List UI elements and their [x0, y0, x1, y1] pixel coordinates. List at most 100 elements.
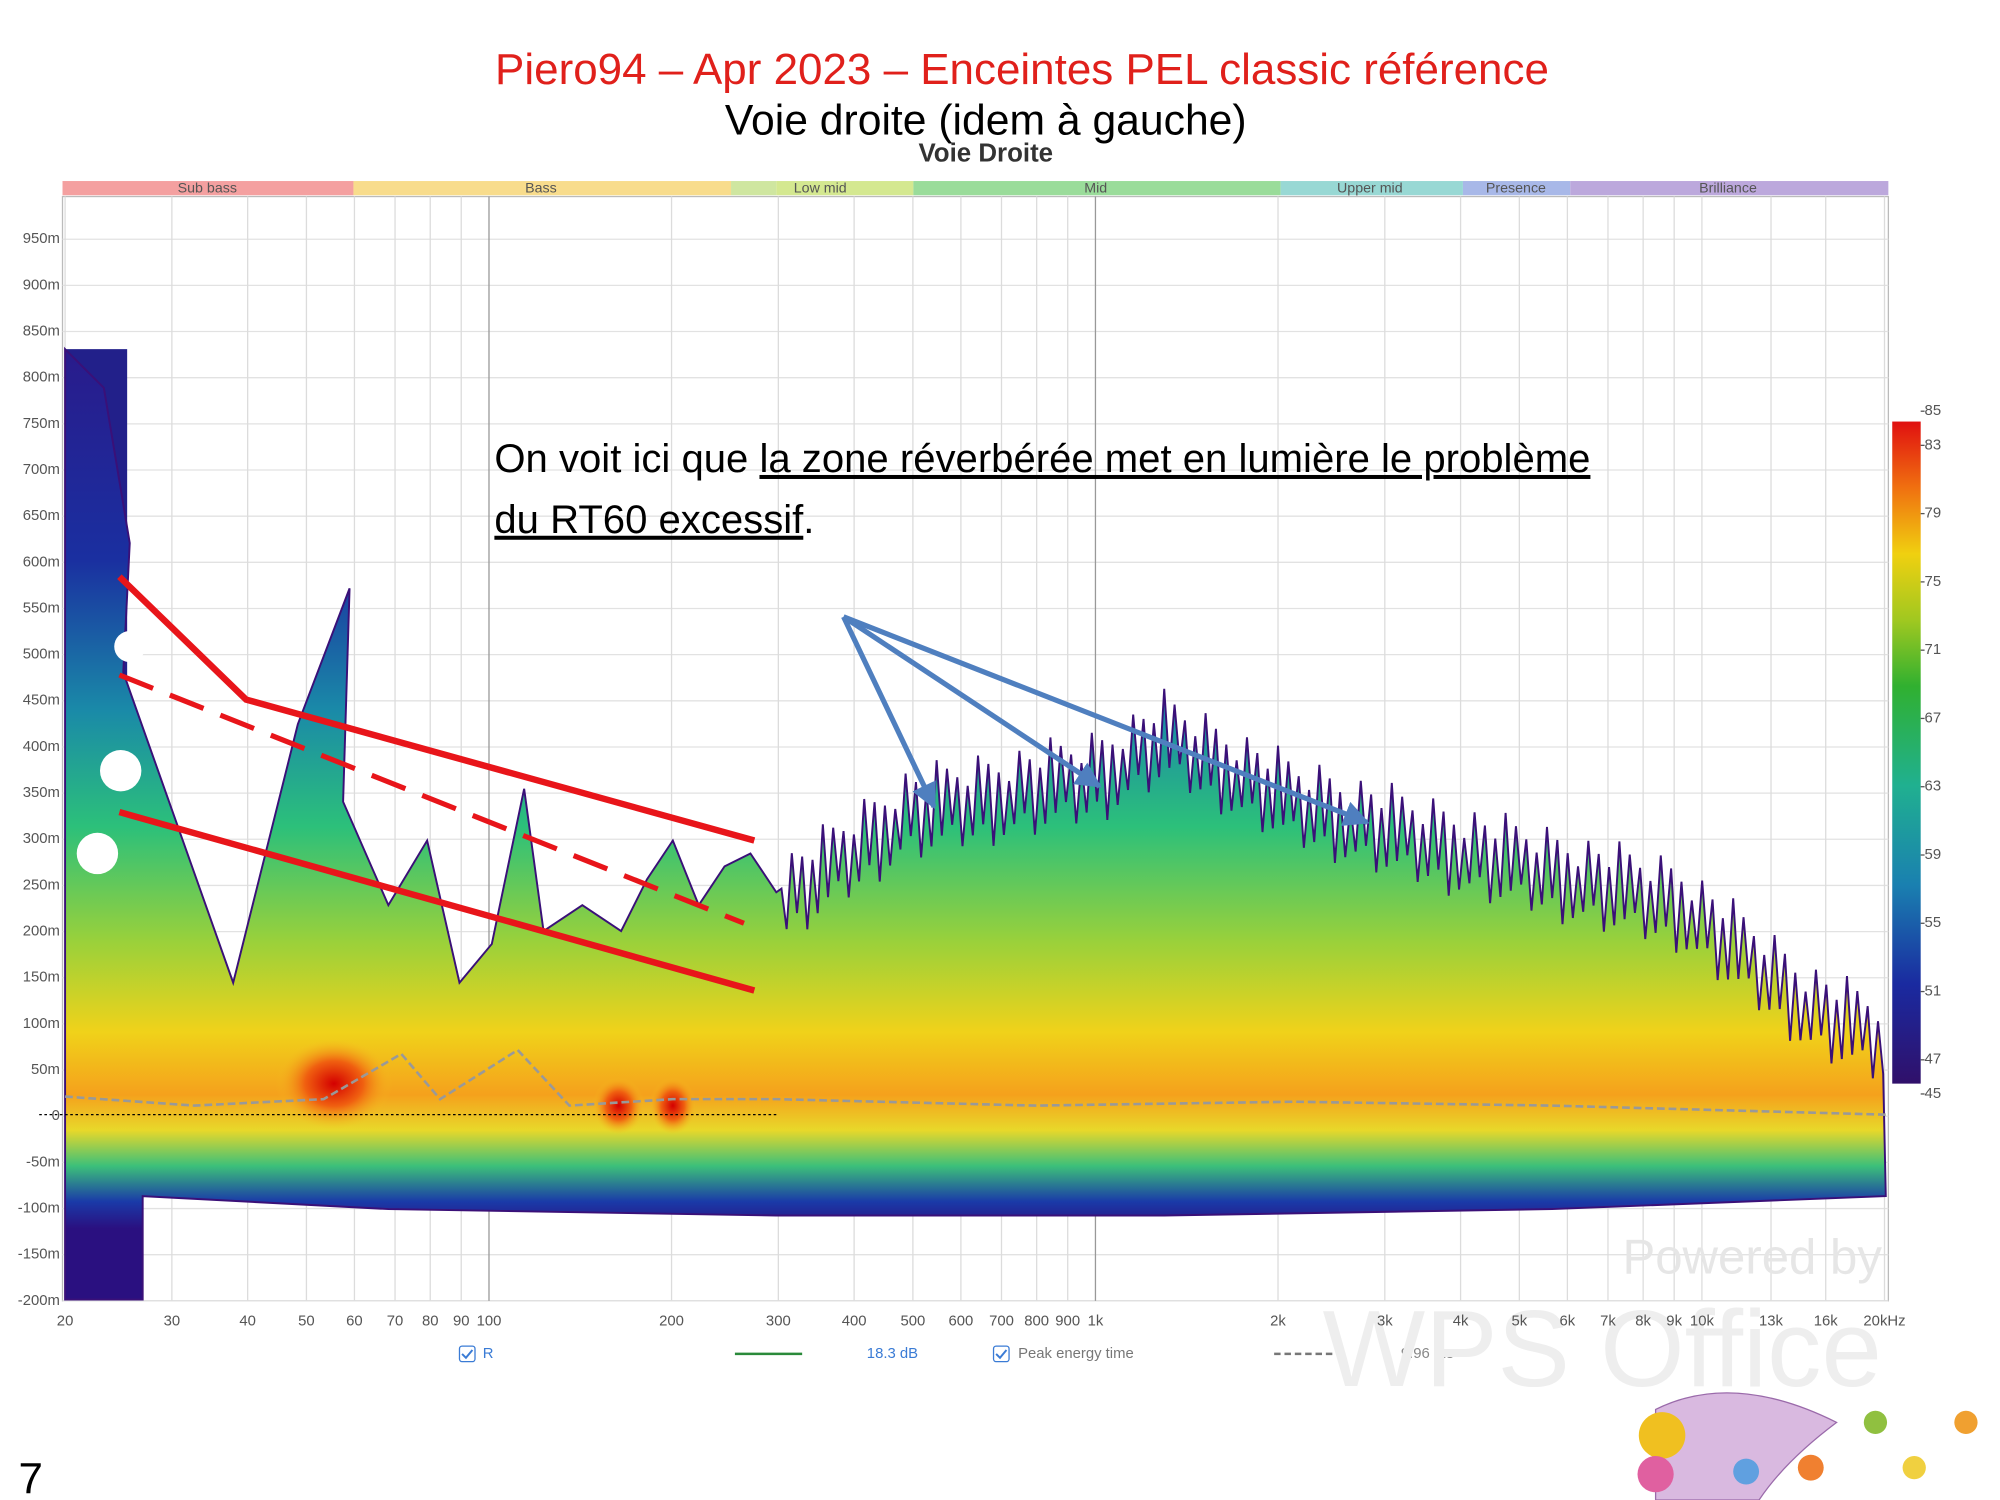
arrow [841, 615, 937, 810]
x-tick-label: 70 [387, 1313, 404, 1329]
x-tick-label: 900 [1055, 1313, 1080, 1329]
band-label: Low mid [794, 181, 847, 197]
red-dashed-line [118, 672, 745, 926]
annotation: On voit ici que la zone réverbérée met e… [494, 437, 1590, 481]
y-tick-label: 800m [23, 370, 60, 386]
scale-label: 51 [1925, 983, 1942, 999]
y-tick-label: -50m [26, 1154, 60, 1170]
y-tick-label: -200m [18, 1293, 60, 1309]
checkbox[interactable] [458, 1345, 476, 1363]
x-tick-label: 700 [989, 1313, 1014, 1329]
x-tick-label: 20 [57, 1313, 74, 1329]
x-tick-label: 50 [298, 1313, 315, 1329]
band-bar [913, 181, 1281, 196]
x-tick-label: 16k [1814, 1313, 1839, 1329]
hot-spot [592, 1077, 645, 1135]
annotation-text: On voit ici que [494, 437, 759, 481]
y-tick-label: 250m [23, 877, 60, 893]
x-tick-label: 300 [766, 1313, 791, 1329]
x-tick-label: 8k [1635, 1313, 1651, 1329]
waterfall [64, 346, 1887, 1301]
scale-label: 85 [1925, 403, 1942, 419]
watermark: Powered by [1622, 1231, 1882, 1285]
x-tick-label: 4k [1453, 1313, 1469, 1329]
hole [100, 750, 142, 792]
slide-subtitle: Voie droite (idem à gauche) [725, 96, 1247, 144]
band-label: Brilliance [1699, 181, 1757, 197]
legend-label: R [483, 1346, 494, 1362]
y-tick-label: 300m [23, 831, 60, 847]
x-tick-label: 20kHz [1863, 1313, 1905, 1329]
y-tick-label: 450m [23, 693, 60, 709]
arrow [842, 614, 1102, 789]
x-tick-label: 5k [1512, 1313, 1528, 1329]
band-label: Upper mid [1337, 181, 1403, 197]
logo-horn [1654, 1392, 1838, 1500]
x-tick-label: 7k [1600, 1313, 1616, 1329]
x-tick-label: 400 [842, 1313, 867, 1329]
x-tick-label: 1k [1088, 1313, 1104, 1329]
y-tick-label: 150m [23, 970, 60, 986]
band-bar [353, 181, 732, 196]
logo-dot [1733, 1458, 1760, 1485]
y-tick-label: 950m [23, 231, 60, 247]
checkbox[interactable] [992, 1345, 1010, 1363]
y-tick-label: 0 [52, 1108, 60, 1124]
x-tick-label: 3k [1377, 1313, 1393, 1329]
chart-title: Voie Droite [918, 140, 1053, 168]
scale-label: 47 [1925, 1052, 1942, 1068]
band-bar [1280, 181, 1463, 196]
y-tick-label: 700m [23, 462, 60, 478]
annotation-text: . [803, 498, 814, 542]
page-number: 7 [19, 1455, 43, 1500]
x-tick-label: 800 [1024, 1313, 1049, 1329]
band-bar [731, 181, 777, 196]
scale-label: 67 [1925, 710, 1942, 726]
y-tick-label: 200m [23, 924, 60, 940]
x-tick-label: 6k [1560, 1313, 1576, 1329]
check [461, 1349, 474, 1360]
red-line [117, 574, 756, 844]
legend-value: 9.96 ms [1401, 1346, 1454, 1362]
hot-spot [649, 1077, 697, 1135]
band-label: Mid [1084, 181, 1107, 197]
spectrogram: Sub bass Bass Low mid Mid Upper mid Pres… [39, 140, 1942, 1302]
y-tick-label: -100m [18, 1200, 60, 1216]
band-bar [1462, 181, 1571, 196]
logo [1637, 1392, 1978, 1500]
logo-dot [1863, 1410, 1888, 1435]
scale-label: 55 [1925, 915, 1942, 931]
annotation-text: du RT60 excessif [494, 498, 804, 542]
scale-label: 71 [1925, 642, 1942, 658]
x-tick-label: 60 [346, 1313, 363, 1329]
logo-dot [1638, 1412, 1686, 1459]
watermark: WPS Office [1323, 1289, 1882, 1410]
y-tick-label: 350m [23, 785, 60, 801]
y-tick-label: 100m [23, 1016, 60, 1032]
scale-label: 83 [1925, 437, 1942, 453]
scale-label: 63 [1925, 779, 1942, 795]
x-tick-label: 13k [1759, 1313, 1784, 1329]
logo-dot [1902, 1456, 1926, 1480]
x-tick-label: 10k [1690, 1313, 1715, 1329]
band-label: Bass [525, 181, 557, 197]
x-tick-label: 40 [239, 1313, 256, 1329]
scale-label: 75 [1925, 574, 1942, 590]
y-tick-label: 750m [23, 416, 60, 432]
color-scale [1892, 421, 1921, 1084]
y-tick-label: 500m [23, 647, 60, 663]
x-tick-label: 600 [949, 1313, 974, 1329]
arrow [842, 614, 1370, 826]
annotation-text: la zone réverbérée met en lumière le pro… [759, 437, 1590, 481]
x-tick-label: 100 [477, 1313, 502, 1329]
y-tick-label: 900m [23, 277, 60, 293]
x-tick-label: 2k [1270, 1313, 1286, 1329]
x-tick-label: 90 [453, 1313, 470, 1329]
band-label: Presence [1486, 181, 1546, 197]
y-tick-label: -150m [18, 1247, 60, 1263]
band-label: Sub bass [178, 181, 237, 197]
peak-energy-line [64, 1048, 1886, 1116]
y-tick-label: 600m [23, 554, 60, 570]
scale-label: 45 [1925, 1086, 1942, 1102]
